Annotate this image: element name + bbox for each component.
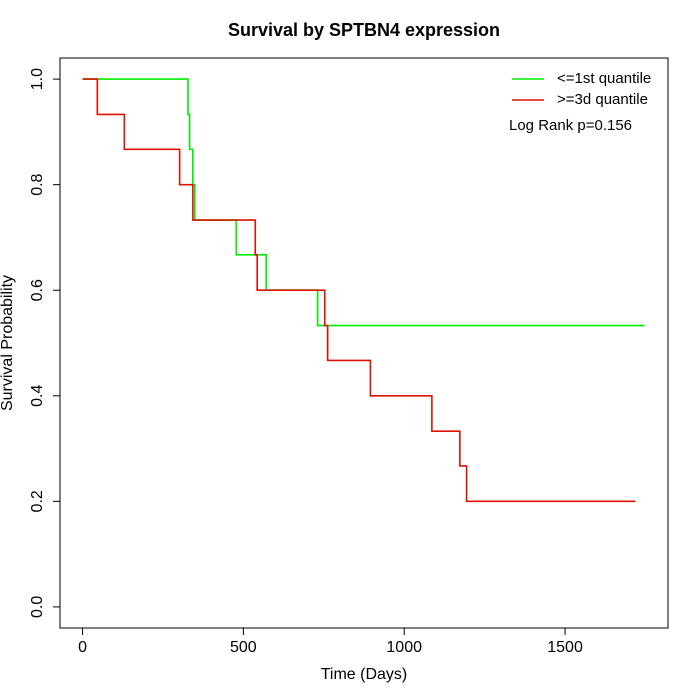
x-tick-label: 0 xyxy=(78,639,87,656)
y-tick-label: 0.2 xyxy=(29,490,46,512)
plot-frame xyxy=(59,57,669,629)
x-axis-label: Time (Days) xyxy=(321,666,408,683)
survival-curve xyxy=(82,78,636,503)
x-tick-label: 500 xyxy=(230,639,257,656)
annotation: Log Rank p=0.156 xyxy=(509,117,632,134)
chart-title: Survival by SPTBN4 expression xyxy=(228,20,500,40)
y-axis-label: Survival Probability xyxy=(0,275,16,411)
y-tick-label: 0.8 xyxy=(29,173,46,195)
x-tick-label: 1500 xyxy=(547,639,583,656)
y-tick-label: 0.4 xyxy=(29,385,46,407)
y-tick-label: 0.6 xyxy=(29,279,46,301)
legend-label: >=3d quantile xyxy=(557,91,648,108)
x-tick-label: 1000 xyxy=(386,639,422,656)
y-tick-label: 0.0 xyxy=(29,596,46,618)
y-tick-label: 1.0 xyxy=(29,68,46,90)
legend-label: <=1st quantile xyxy=(557,70,651,87)
